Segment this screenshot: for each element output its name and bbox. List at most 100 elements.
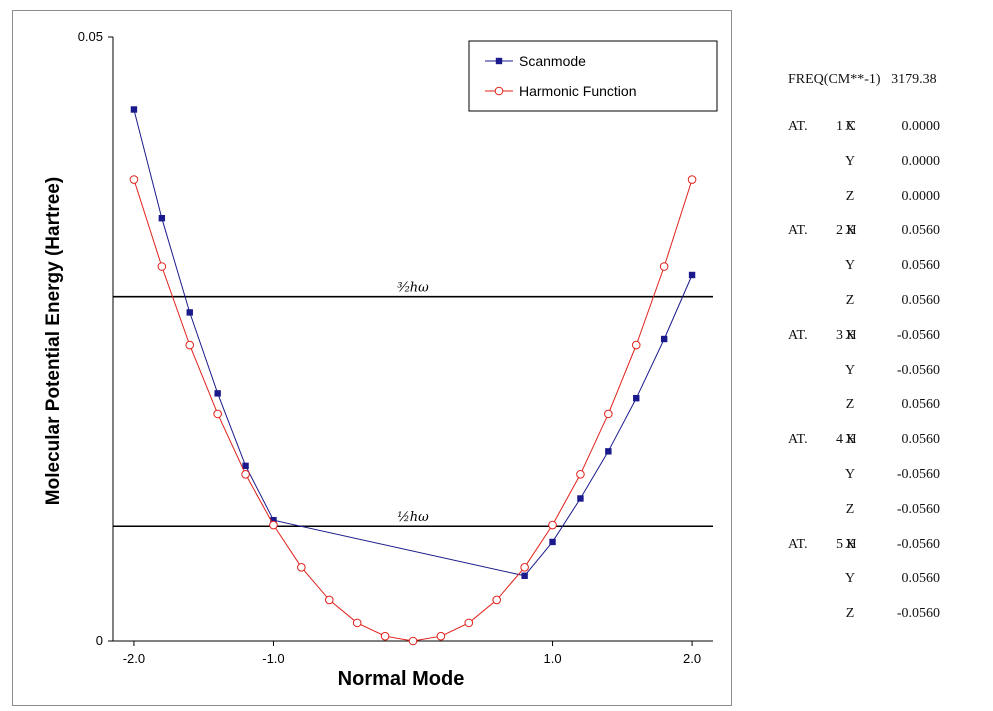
- series-line-1: [133, 109, 693, 577]
- legend-box: [468, 40, 718, 112]
- scanmode-point: [577, 495, 584, 502]
- displacement-value: 0.0560: [901, 432, 941, 448]
- scanmode-point: [633, 394, 640, 402]
- reference-line-label: ½hω: [397, 510, 429, 525]
- scanmode-point: [549, 538, 556, 546]
- harmonic-point: [436, 631, 446, 641]
- x-tick-label: -1.0: [262, 651, 284, 666]
- legend: Scanmode Harmonic Function: [468, 40, 718, 112]
- displacement-row: Y -0.0560: [788, 467, 988, 487]
- harmonic-point: [380, 631, 390, 641]
- harmonic-point: [687, 175, 697, 184]
- harmonic-point: [324, 595, 334, 605]
- chart-svg: Molecular Potential Energy (Hartree) Nor…: [43, 29, 718, 690]
- harmonic-point: [492, 595, 502, 605]
- axis-label: Y: [844, 467, 856, 482]
- x-tick-label: 2.0: [683, 651, 701, 666]
- harmonic-point: [269, 520, 278, 530]
- displacement-row: Y 0.0560: [788, 571, 988, 591]
- axis-label: X: [844, 223, 856, 239]
- atom-index-prefix: AT.: [788, 327, 808, 343]
- legend-swatch-marker: [494, 86, 504, 96]
- atom-index-prefix: AT.: [788, 119, 808, 134]
- x-axis-title: Normal Mode: [338, 668, 465, 690]
- harmonic-point: [157, 262, 167, 271]
- displacement-value: -0.0560: [896, 327, 940, 343]
- displacement-row: AT. 4 H X 0.0560: [788, 432, 988, 452]
- displacement-row: Z 0.0560: [788, 397, 988, 417]
- chart-frame: Molecular Potential Energy (Hartree) Nor…: [12, 10, 732, 706]
- atom-label: 3 H: [836, 327, 857, 343]
- frequency-line: FREQ(CM**-1) 3179.38: [788, 72, 937, 88]
- displacement-value: -0.0560: [896, 501, 940, 517]
- displacement-value: -0.0560: [896, 536, 940, 552]
- reference-line-label: ³⁄₂hω: [397, 281, 429, 296]
- axis-label: Z: [845, 606, 855, 622]
- harmonic-point: [185, 340, 195, 350]
- x-tick-label: 1.0: [543, 651, 561, 666]
- axis-label: Z: [845, 397, 855, 413]
- frequency-label: FREQ(CM**-1): [788, 72, 881, 87]
- displacement-value: 0.0560: [901, 293, 941, 308]
- axis-label: X: [844, 536, 856, 552]
- displacement-value: 0.0560: [901, 571, 941, 587]
- displacement-row: Z 0.0560: [788, 293, 988, 313]
- displacement-value: 0.0560: [901, 223, 941, 239]
- atom-label: 1 C: [836, 119, 856, 134]
- axis-label: Z: [845, 188, 855, 204]
- displacement-value: 0.0000: [901, 119, 941, 134]
- scanmode-point: [521, 572, 528, 579]
- axis-label: Y: [844, 571, 856, 587]
- displacement-row: Z -0.0560: [788, 606, 988, 626]
- scanmode-point: [660, 335, 668, 343]
- axis-label: Y: [844, 153, 856, 169]
- axis-label: Z: [845, 293, 855, 308]
- harmonic-point: [576, 469, 585, 479]
- axis-label: X: [844, 432, 856, 448]
- displacement-value: 0.0000: [901, 153, 941, 169]
- axis-label: Z: [845, 501, 855, 517]
- atom-index-prefix: AT.: [788, 432, 808, 448]
- displacement-value: 0.0560: [901, 397, 941, 413]
- plot-area: 0 0.05 -2.0 -1.0 1.0 2.0 ³⁄₂hω ½hω: [78, 29, 713, 666]
- legend-label: Scanmode: [519, 53, 586, 69]
- harmonic-point: [659, 262, 669, 271]
- y-tick-label: 0: [96, 633, 103, 648]
- displacement-row: Z -0.0560: [788, 502, 988, 522]
- harmonic-point: [604, 409, 613, 419]
- displacement-row: Y -0.0560: [788, 363, 988, 383]
- scanmode-point: [214, 390, 221, 397]
- displacement-value: -0.0560: [896, 606, 940, 622]
- scanmode-point: [688, 271, 696, 279]
- harmonic-point: [129, 175, 139, 184]
- atom-label: 2 H: [836, 223, 857, 239]
- axis-label: X: [844, 119, 856, 134]
- displacement-row: AT. 3 H X -0.0560: [788, 328, 988, 348]
- harmonic-point: [548, 520, 557, 530]
- harmonic-point: [631, 340, 641, 350]
- displacement-row: Y 0.0560: [788, 258, 988, 278]
- harmonic-point: [464, 618, 474, 628]
- atom-index-prefix: AT.: [788, 536, 808, 552]
- harmonic-point: [408, 636, 418, 646]
- displacement-row: AT. 5 H X -0.0560: [788, 537, 988, 557]
- scanmode-point: [270, 517, 277, 524]
- displacement-row: AT. 1 C X 0.0000: [788, 119, 988, 139]
- frequency-value: 3179.38: [891, 72, 937, 87]
- scanmode-point: [605, 448, 612, 455]
- legend-label: Harmonic Function: [519, 83, 637, 99]
- scanmode-point: [158, 215, 166, 222]
- y-tick-label: 0.05: [78, 29, 103, 44]
- scanmode-point: [186, 309, 193, 316]
- displacement-row: AT. 2 H X 0.0560: [788, 223, 988, 243]
- harmonic-point: [520, 563, 529, 572]
- x-tick-label: -2.0: [123, 651, 145, 666]
- harmonic-point: [241, 469, 250, 479]
- harmonic-point: [213, 409, 222, 419]
- axis-label: Y: [844, 362, 856, 378]
- atom-index-prefix: AT.: [788, 223, 808, 239]
- displacement-row: Z 0.0000: [788, 189, 988, 209]
- atom-label: 4 H: [836, 432, 857, 448]
- axis-label: X: [844, 327, 856, 343]
- harmonic-point: [352, 618, 362, 628]
